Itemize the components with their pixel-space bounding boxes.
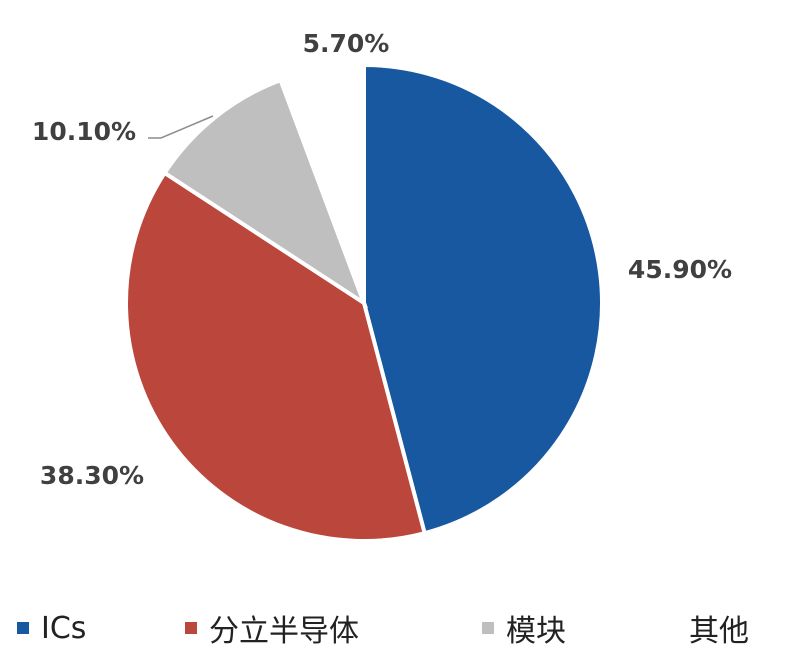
legend-label: ICs xyxy=(41,610,87,646)
legend-swatch xyxy=(185,622,197,634)
data-label: 38.30% xyxy=(40,461,144,490)
legend-swatch xyxy=(17,622,29,634)
data-label: 10.10% xyxy=(32,117,136,146)
legend-item-other: 其他 xyxy=(665,606,749,650)
legend-item-module: 模块 xyxy=(482,606,566,650)
slice-discrete xyxy=(124,170,428,543)
slice-ics xyxy=(362,62,604,536)
data-label: 45.90% xyxy=(628,255,732,284)
legend-swatch xyxy=(482,622,494,634)
legend-label: 其他 xyxy=(689,614,749,649)
legend-label: 分立半导体 xyxy=(209,614,359,649)
legend: ICs 分立半导体 模块 其他 xyxy=(0,606,800,650)
leader-line xyxy=(148,115,214,139)
slice-other xyxy=(277,62,366,304)
legend-label: 模块 xyxy=(506,614,566,649)
legend-item-ics: ICs xyxy=(17,606,86,650)
slice-module xyxy=(161,77,369,309)
data-label: 5.70% xyxy=(303,29,390,58)
legend-item-discrete: 分立半导体 xyxy=(185,606,359,650)
legend-swatch xyxy=(665,622,677,634)
